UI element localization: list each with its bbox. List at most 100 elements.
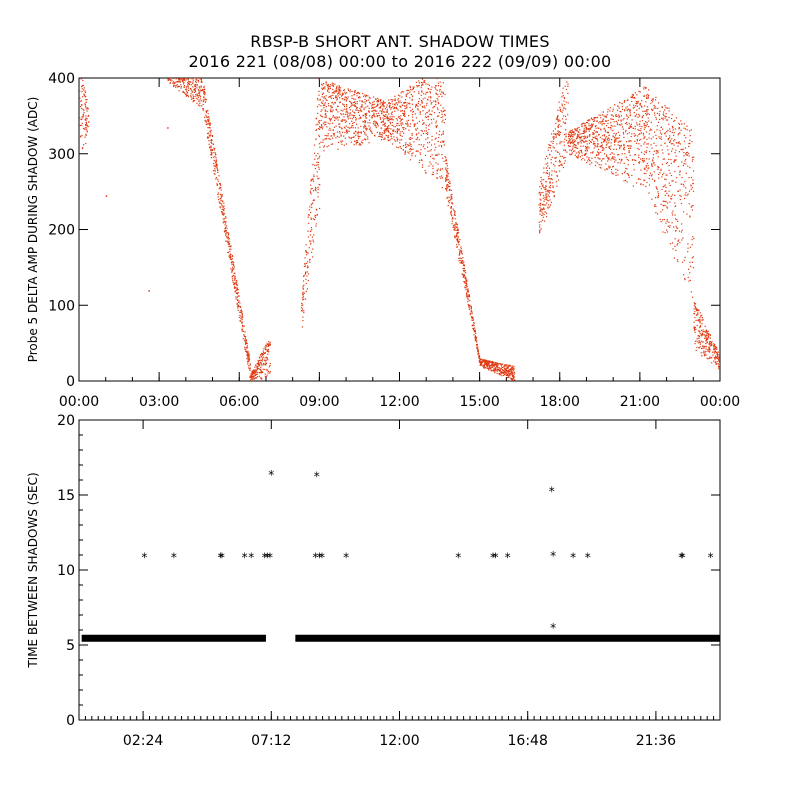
top-data-point: [594, 125, 596, 127]
top-data-point: [637, 116, 639, 118]
top-data-point: [360, 117, 362, 119]
top-data-point: [621, 103, 623, 105]
top-data-point: [499, 369, 501, 372]
top-data-point: [655, 205, 657, 208]
top-data-point: [339, 132, 341, 134]
top-data-point: [698, 319, 700, 322]
top-data-point: [631, 119, 633, 121]
top-data-point: [639, 139, 641, 141]
top-data-point: [425, 130, 428, 132]
top-data-point: [81, 134, 83, 137]
top-data-point: [657, 167, 659, 169]
top-data-point: [545, 188, 547, 190]
top-data-point: [568, 131, 570, 133]
top-data-point: [418, 80, 420, 82]
top-data-point: [674, 128, 676, 130]
top-data-point: [688, 177, 690, 179]
top-data-point: [669, 141, 671, 143]
top-data-point: [224, 221, 226, 223]
top-data-point: [399, 134, 401, 137]
top-data-point: [673, 134, 675, 136]
top-data-point: [323, 107, 325, 109]
top-data-point: [447, 184, 449, 186]
top-data-point: [408, 89, 410, 91]
top-data-point: [378, 99, 380, 101]
top-data-point: [260, 372, 262, 374]
top-data-point: [586, 143, 588, 145]
top-data-point: [84, 90, 86, 92]
top-data-point: [337, 105, 339, 107]
top-data-point: [383, 119, 385, 121]
top-data-point: [170, 78, 172, 81]
top-data-point: [307, 266, 309, 268]
top-data-point: [681, 223, 683, 225]
top-data-point: [171, 72, 172, 73]
top-data-point: [613, 158, 615, 160]
top-data-point: [317, 196, 319, 198]
top-data-point: [655, 137, 657, 140]
top-data-point: [552, 185, 554, 187]
top-data-point: [693, 326, 695, 328]
top-data-point: [708, 351, 710, 353]
top-data-point: [482, 364, 484, 366]
top-data-point: [486, 362, 488, 364]
top-data-point: [485, 364, 488, 366]
top-data-point: [353, 136, 355, 138]
top-data-point: [632, 94, 634, 96]
top-data-point: [512, 375, 514, 378]
top-data-point: [457, 242, 460, 244]
top-data-point: [513, 370, 515, 372]
top-data-point: [623, 101, 625, 103]
top-data-point: [598, 134, 600, 136]
top-data-point: [232, 280, 234, 282]
top-data-point: [558, 101, 560, 103]
top-data-point: [371, 105, 373, 107]
top-data-point: [191, 90, 193, 92]
top-data-point: [697, 335, 699, 337]
top-data-point: [190, 78, 192, 79]
top-data-point: [82, 108, 84, 110]
top-data-point: [371, 107, 373, 109]
top-data-point: [658, 102, 660, 104]
top-data-point: [176, 69, 177, 70]
top-data-point: [702, 341, 704, 343]
top-data-point: [401, 130, 403, 133]
top-data-point: [435, 162, 437, 164]
top-data-point: [250, 375, 252, 377]
top-data-point: [681, 229, 683, 231]
top-data-point: [195, 80, 197, 82]
top-data-point: [369, 102, 371, 104]
top-data-point: [245, 348, 247, 350]
top-data-point: [564, 160, 566, 162]
top-data-point: [203, 93, 205, 95]
top-data-point: [386, 104, 388, 106]
top-data-point: [617, 119, 619, 121]
top-data-point: [177, 86, 179, 88]
top-data-point: [186, 72, 187, 73]
top-data-point: [547, 190, 549, 193]
top-data-point: [606, 154, 608, 156]
top-data-point: [341, 127, 343, 129]
top-data-point: [691, 187, 693, 189]
top-data-point: [654, 164, 656, 166]
top-data-point: [590, 152, 592, 154]
top-data-point: [493, 366, 495, 368]
top-data-point: [369, 122, 371, 124]
top-data-point: [590, 125, 592, 127]
top-data-point: [86, 125, 88, 127]
top-data-point: [183, 81, 185, 83]
top-data-point: [460, 252, 462, 254]
top-data-point: [365, 96, 367, 98]
top-data-point: [555, 160, 557, 162]
top-data-point: [467, 303, 469, 306]
top-data-point: [258, 364, 260, 366]
top-data-point: [196, 102, 198, 104]
top-data-point: [302, 285, 304, 287]
top-data-point: [319, 126, 321, 129]
top-data-point: [341, 120, 343, 122]
top-data-point: [333, 132, 335, 134]
top-data-point: [383, 138, 385, 140]
top-data-point: [476, 343, 479, 345]
top-data-point: [220, 187, 222, 189]
top-data-point: [178, 70, 179, 71]
